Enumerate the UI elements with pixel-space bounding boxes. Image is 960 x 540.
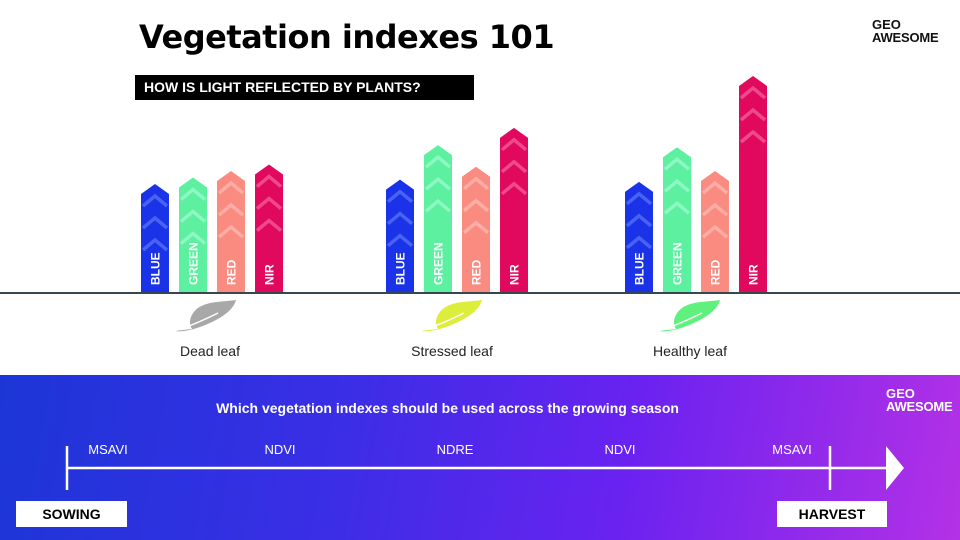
bar-stressed-leaf-blue: BLUE	[386, 179, 414, 292]
band-label-red: RED	[225, 259, 239, 285]
bar-healthy-leaf-nir: NIR	[739, 76, 767, 292]
index-label-ndvi-late: NDVI	[604, 442, 636, 457]
growing-season-panel: Which vegetation indexes should be used …	[0, 375, 960, 540]
logo-geo-text: GEO	[886, 386, 915, 401]
logo-geo-text: GEO	[872, 17, 901, 32]
season-timeline	[65, 446, 904, 490]
reflectance-chart: BLUE GREEN RED NIR BLUE GREEN RED NIR BLUE GREEN R…	[141, 76, 767, 292]
ground-line	[0, 292, 960, 294]
band-label-blue: BLUE	[394, 252, 408, 285]
band-label-red: RED	[470, 259, 484, 285]
sowing-label: SOWING	[16, 501, 127, 527]
band-label-nir: NIR	[263, 264, 277, 285]
healthy-leaf-icon	[657, 300, 720, 332]
band-label-red: RED	[709, 259, 723, 285]
stressed-leaf-label: Stressed leaf	[411, 343, 493, 359]
band-label-blue: BLUE	[149, 252, 163, 285]
bar-dead-leaf-green: GREEN	[179, 177, 207, 292]
dead-leaf-icon	[173, 300, 236, 332]
band-label-nir: NIR	[747, 264, 761, 285]
harvest-label: HARVEST	[777, 501, 887, 527]
geoawesome-logo-inverse: GEO AWESOME	[886, 387, 953, 413]
logo-awesome-text: AWESOME	[886, 399, 953, 414]
healthy-leaf-label: Healthy leaf	[653, 343, 727, 359]
bar-stressed-leaf-green: GREEN	[424, 145, 452, 292]
bar-stressed-leaf-nir: NIR	[500, 127, 528, 292]
subtitle-banner: HOW IS LIGHT REFLECTED BY PLANTS?	[135, 75, 474, 100]
bar-healthy-leaf-blue: BLUE	[625, 181, 653, 292]
bar-healthy-leaf-red: RED	[701, 171, 729, 292]
bar-healthy-leaf-green: GREEN	[663, 147, 691, 292]
bar-dead-leaf-red: RED	[217, 171, 245, 292]
band-label-green: GREEN	[671, 242, 685, 285]
bar-dead-leaf-blue: BLUE	[141, 184, 169, 292]
geoawesome-logo: GEO AWESOME	[872, 18, 939, 44]
band-label-green: GREEN	[187, 242, 201, 285]
index-label-msavi-end: MSAVI	[772, 442, 812, 457]
logo-awesome-text: AWESOME	[872, 30, 939, 45]
index-label-ndre: NDRE	[436, 442, 474, 457]
band-label-green: GREEN	[432, 242, 446, 285]
page-title: Vegetation indexes 101	[139, 18, 555, 56]
bar-dead-leaf-nir: NIR	[255, 164, 283, 292]
index-label-ndvi-early: NDVI	[264, 442, 296, 457]
season-title: Which vegetation indexes should be used …	[216, 400, 679, 416]
band-label-nir: NIR	[508, 264, 522, 285]
index-label-msavi-start: MSAVI	[88, 442, 128, 457]
dead-leaf-label: Dead leaf	[180, 343, 240, 359]
timeline-arrow-head	[886, 446, 904, 490]
stressed-leaf-icon	[419, 300, 482, 332]
bar-stressed-leaf-red: RED	[462, 166, 490, 292]
band-label-blue: BLUE	[633, 252, 647, 285]
